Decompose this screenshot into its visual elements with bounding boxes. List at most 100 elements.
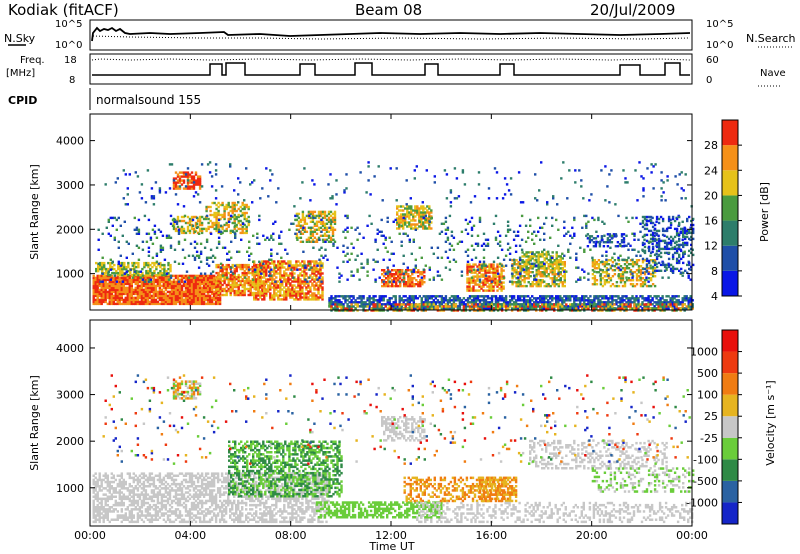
heatmap-cell — [277, 262, 280, 265]
heatmap-cell — [625, 305, 628, 308]
heatmap-cell — [111, 265, 114, 269]
heatmap-cell — [508, 305, 512, 308]
heatmap-cell — [307, 260, 310, 263]
heatmap-cell — [517, 261, 520, 264]
heatmap-cell — [633, 301, 636, 304]
heatmap-cell — [543, 257, 546, 260]
heatmap-cell — [428, 211, 431, 214]
heatmap-cell — [289, 288, 292, 291]
heatmap-cell — [108, 286, 111, 290]
heatmap-cell — [496, 299, 500, 302]
heatmap-cell — [368, 307, 371, 310]
heatmap-cell — [279, 274, 282, 277]
heatmap-cell — [412, 303, 415, 306]
heatmap-cell — [400, 219, 403, 222]
heatmap-cell — [235, 203, 238, 207]
heatmap-cell — [233, 289, 236, 293]
heatmap-cell — [169, 263, 172, 267]
heatmap-cell — [152, 302, 156, 306]
heatmap-cell — [311, 210, 315, 214]
heatmap-cell — [569, 307, 572, 310]
heatmap-cell — [142, 276, 146, 280]
heatmap-cell — [571, 305, 574, 308]
heatmap-cell — [212, 298, 216, 302]
heatmap-cell — [428, 215, 431, 218]
heatmap-cell — [472, 279, 475, 282]
heatmap-cell — [239, 289, 242, 293]
heatmap-cell — [311, 272, 314, 275]
heatmap-cell — [635, 269, 639, 272]
heatmap-cell — [385, 283, 388, 286]
heatmap-cell — [109, 258, 112, 261]
heatmap-cell — [603, 307, 606, 310]
heatmap-cell — [633, 284, 637, 288]
heatmap-cell — [169, 274, 173, 277]
heatmap-cell — [311, 278, 314, 281]
heatmap-cell — [176, 284, 180, 288]
heatmap-cell — [561, 283, 564, 286]
heatmap-cell — [313, 224, 317, 227]
heatmap-cell — [401, 271, 404, 274]
heatmap-cell — [539, 253, 542, 256]
heatmap-cell — [98, 278, 101, 282]
heatmap-cell — [611, 295, 614, 298]
heatmap-cell — [392, 305, 395, 308]
heatmap-cell — [484, 303, 488, 306]
heatmap-cell — [541, 275, 544, 278]
heatmap-cell — [597, 303, 600, 306]
heatmap-cell — [313, 260, 316, 263]
heatmap-cell — [653, 259, 657, 262]
heatmap-cell — [409, 269, 412, 272]
heatmap-cell — [309, 228, 313, 231]
heatmap-cell — [271, 298, 274, 301]
heatmap-cell — [537, 269, 540, 272]
heatmap-cell — [599, 301, 602, 304]
heatmap-cell — [97, 238, 100, 241]
heatmap-cell — [649, 307, 652, 310]
heatmap-cell — [323, 234, 327, 237]
heatmap-cell — [319, 286, 322, 289]
heatmap-cell — [597, 271, 601, 274]
heatmap-cell — [551, 303, 554, 306]
heatmap-cell — [599, 307, 602, 310]
heatmap-cell — [107, 261, 110, 265]
heatmap-cell — [295, 218, 299, 222]
heatmap-cell — [561, 261, 564, 264]
heatmap-cell — [184, 284, 188, 288]
heatmap-cell — [181, 248, 185, 251]
heatmap-cell — [170, 280, 174, 284]
heatmap-cell — [131, 252, 134, 255]
heatmap-cell — [525, 271, 528, 274]
heatmap-cell — [202, 300, 206, 304]
heatmap-cell — [227, 263, 230, 267]
heatmap-cell — [496, 275, 499, 278]
heatmap-cell — [641, 297, 644, 300]
heatmap-cell — [529, 271, 532, 274]
heatmap-cell — [299, 286, 302, 289]
heatmap-cell — [539, 265, 542, 268]
heatmap-cell — [297, 298, 300, 301]
heatmap-cell — [408, 305, 411, 308]
heatmap-cell — [297, 290, 300, 293]
heatmap-cell — [523, 263, 526, 266]
heatmap-cell — [198, 284, 202, 288]
heatmap-cell — [559, 303, 562, 306]
heatmap-cell — [152, 276, 156, 280]
heatmap-cell — [488, 305, 492, 308]
heatmap-cell — [196, 177, 200, 180]
heatmap-cell — [535, 284, 538, 288]
heatmap-cell — [330, 305, 333, 308]
heatmap-cell — [117, 273, 120, 277]
heatmap-cell — [408, 225, 411, 228]
heatmap-cell — [492, 277, 495, 280]
heatmap-cell — [188, 284, 192, 288]
heatmap-cell — [426, 219, 429, 222]
heatmap-cell — [543, 307, 546, 310]
heatmap-cell — [100, 298, 103, 302]
heatmap-cell — [595, 283, 599, 286]
heatmap-cell — [313, 240, 317, 243]
heatmap-cell — [247, 275, 250, 279]
freq-line — [92, 62, 690, 76]
heatmap-cell — [677, 303, 680, 306]
heatmap-cell — [221, 271, 224, 275]
